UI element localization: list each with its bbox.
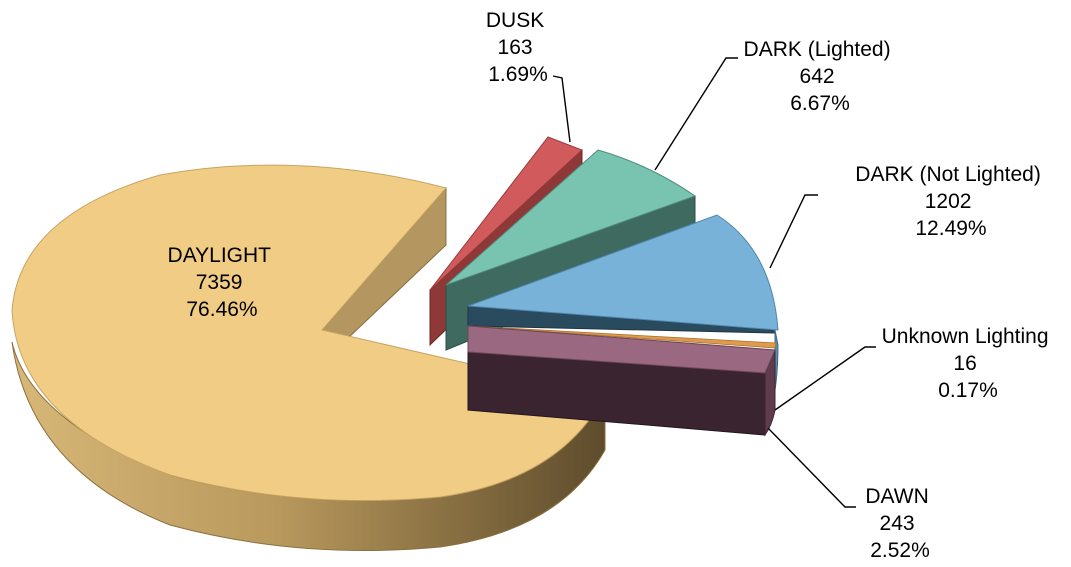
leader-line-dawn [767, 427, 856, 508]
label-dawn-percent: 2.52% [870, 539, 930, 562]
data-label-dusk: DUSK 163 1.69% [486, 9, 550, 86]
slice-unknown-lighting-top [467, 325, 777, 349]
label-dark-not-lighted-name: DARK (Not Lighted) [855, 163, 1041, 186]
label-dark-lighted-count: 642 [800, 65, 835, 88]
label-dusk-count: 163 [498, 36, 533, 59]
label-daylight-percent: 76.46% [186, 298, 257, 321]
label-unknown-lighting-name: Unknown Lighting [882, 325, 1049, 348]
label-dark-lighted-name: DARK (Lighted) [744, 38, 891, 61]
label-daylight-count: 7359 [196, 271, 243, 294]
slice-daylight [11, 164, 606, 551]
label-daylight-name: DAYLIGHT [168, 244, 272, 267]
leader-line-unknown-lighting [774, 346, 876, 411]
leader-line-dusk [552, 75, 571, 143]
slice-dark-not-lighted-top [467, 214, 779, 331]
slice-daylight-top [11, 164, 606, 501]
leader-line-dark-lighted [654, 57, 738, 171]
data-label-unknown-lighting: Unknown Lighting 16 0.17% [882, 325, 1055, 402]
data-label-daylight: DAYLIGHT 7359 76.46% [168, 244, 277, 321]
data-label-dawn: DAWN 243 2.52% [865, 485, 934, 562]
data-label-dark-lighted: DARK (Lighted) 642 6.67% [744, 38, 897, 115]
slice-dawn-rim [764, 349, 776, 437]
slice-dawn [467, 325, 776, 437]
label-dark-not-lighted-count: 1202 [925, 190, 972, 213]
label-dark-not-lighted-percent: 12.49% [915, 217, 986, 240]
label-dusk-name: DUSK [486, 9, 544, 32]
slice-unknown-lighting [467, 325, 777, 349]
label-unknown-lighting-percent: 0.17% [938, 379, 998, 402]
slice-dusk-top [429, 136, 583, 291]
data-label-dark-not-lighted: DARK (Not Lighted) 1202 12.49% [855, 163, 1046, 240]
label-unknown-lighting-count: 16 [953, 352, 976, 375]
label-dusk-percent: 1.69% [488, 63, 548, 86]
label-dawn-name: DAWN [865, 485, 928, 508]
leader-line-dark-not-lighted [769, 194, 818, 269]
label-dark-lighted-percent: 6.67% [790, 92, 850, 115]
label-dawn-count: 243 [880, 512, 915, 535]
slice-dark-lighted-top [445, 149, 697, 286]
slice-dawn-top [467, 325, 776, 374]
